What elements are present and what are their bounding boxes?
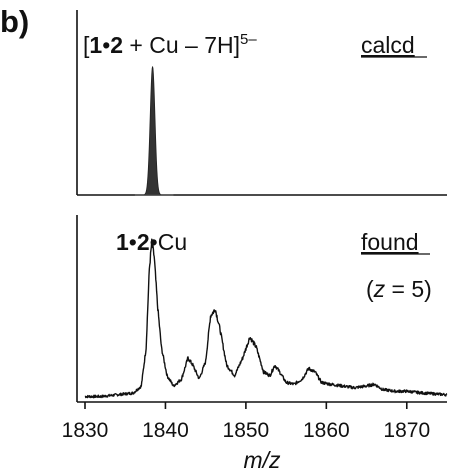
- x-tick-label: 1860: [303, 419, 350, 442]
- found-label: found: [361, 229, 419, 255]
- calcd-label: calcd: [361, 32, 415, 58]
- found-trace: [84, 238, 448, 399]
- x-axis-ticks: 1830 1840 1850 1860 1870: [62, 402, 430, 442]
- x-axis-label: m/z: [243, 447, 281, 473]
- x-tick-label: 1840: [142, 419, 189, 442]
- found-annotation: 1•2•Cu: [116, 229, 187, 255]
- panel-label: b): [0, 4, 29, 39]
- x-tick-label: 1850: [223, 419, 270, 442]
- calcd-annotation: [1•2 + Cu – 7H]5–: [83, 31, 257, 58]
- charge-state-label: (z = 5): [366, 276, 432, 302]
- calcd-peak: [139, 66, 166, 196]
- found-panel: 1•2•Cu found (z = 5) 1830 1840 1850 1860 187…: [62, 215, 448, 473]
- calcd-panel: [1•2 + Cu – 7H]5– calcd: [76, 10, 447, 196]
- x-tick-label: 1870: [383, 419, 430, 442]
- x-tick-label: 1830: [62, 419, 109, 442]
